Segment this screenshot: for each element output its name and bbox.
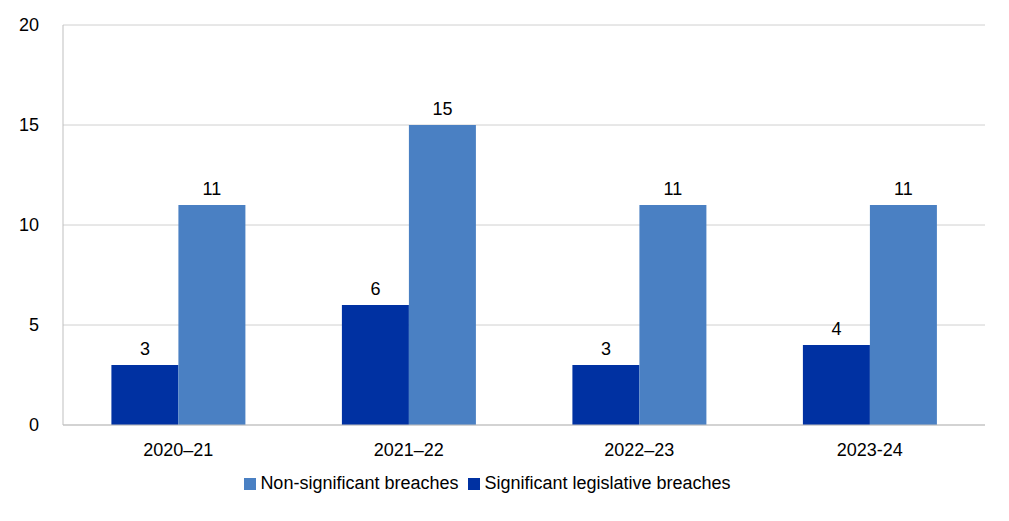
svg-text:2023-24: 2023-24 (837, 440, 903, 460)
svg-text:15: 15 (432, 99, 452, 119)
svg-text:2020–21: 2020–21 (143, 440, 213, 460)
svg-text:3: 3 (140, 339, 150, 359)
svg-text:20: 20 (19, 15, 39, 35)
svg-text:11: 11 (664, 179, 683, 199)
svg-text:2022–23: 2022–23 (604, 440, 674, 460)
svg-text:11: 11 (894, 179, 913, 199)
html-text:Non-significant breaches: Non-significant breaches (260, 473, 459, 493)
svg-text:0: 0 (29, 415, 39, 435)
svg-text:4: 4 (831, 319, 841, 339)
svg-text:11: 11 (203, 179, 222, 199)
svg-text:2021–22: 2021–22 (374, 440, 444, 460)
html-text:Significant legislative breach: Significant legislative breaches (484, 473, 731, 493)
svg-text:3: 3 (601, 339, 611, 359)
svg-text:6: 6 (370, 279, 380, 299)
svg-text:5: 5 (29, 315, 39, 335)
svg-text:10: 10 (19, 215, 39, 235)
svg-text:15: 15 (19, 115, 39, 135)
